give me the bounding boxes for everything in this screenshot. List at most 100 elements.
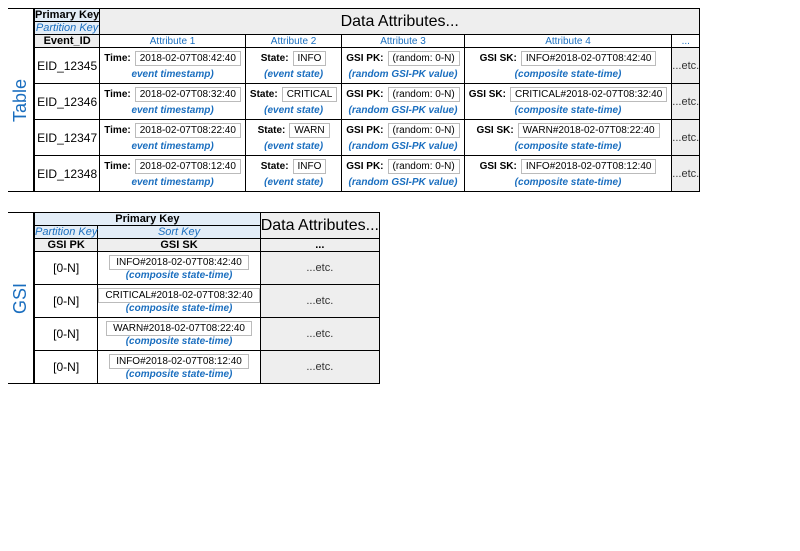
gsipk-subtitle: (random GSI-PK value) — [342, 69, 463, 83]
gsi-sk-subtitle: (composite state-time) — [122, 303, 237, 317]
gsisk-label: GSI SK: — [480, 161, 517, 172]
table-diagram: Table Primary Key Data Attributes... Par… — [8, 8, 792, 192]
table-header-row1: Primary Key Data Attributes... — [35, 9, 700, 22]
gsi-grid: Primary Key Data Attributes... Partition… — [34, 212, 380, 384]
gsi-pk-cell: [0-N] — [35, 351, 98, 384]
time-cell: Time: 2018-02-07T08:12:40 event timestamp) — [100, 156, 246, 192]
state-label: State: — [250, 89, 278, 100]
etc-cell: ...etc. — [672, 48, 700, 84]
attr2-header: Attribute 2 — [245, 35, 341, 48]
attr3-header: Attribute 3 — [342, 35, 464, 48]
table-row: EID_12347 Time: 2018-02-07T08:22:40 event t… — [35, 120, 700, 156]
gsi-sk-header: GSI SK — [98, 239, 260, 252]
state-subtitle: (event state) — [246, 177, 341, 191]
gsipk-cell: GSI PK: (random: 0-N) (random GSI-PK value… — [342, 48, 464, 84]
attr1-header: Attribute 1 — [100, 35, 246, 48]
state-label: State: — [261, 53, 289, 64]
attr5-header: ... — [672, 35, 700, 48]
gsisk-value: CRITICAL#2018-02-07T08:32:40 — [510, 87, 667, 102]
state-value: INFO — [293, 159, 327, 174]
gsi-etc-cell: ...etc. — [260, 351, 379, 384]
time-label: Time: — [104, 53, 131, 64]
state-label: State: — [261, 161, 289, 172]
time-cell: Time: 2018-02-07T08:22:40 event timestamp) — [100, 120, 246, 156]
event-id-cell: EID_12346 — [35, 84, 100, 120]
gsi-sk-cell: CRITICAL#2018-02-07T08:32:40(composite s… — [98, 285, 260, 318]
event-id-cell: EID_12348 — [35, 156, 100, 192]
table-grid: Primary Key Data Attributes... Partition… — [34, 8, 700, 192]
gsisk-value: INFO#2018-02-07T08:12:40 — [521, 159, 657, 174]
gsi-etc-cell: ...etc. — [260, 252, 379, 285]
time-cell: Time:2018-02-07T08:32:40event timestamp) — [100, 84, 246, 120]
state-subtitle: (event state) — [246, 69, 341, 83]
gsi-row: [0-N] INFO#2018-02-07T08:42:40(composite … — [35, 252, 380, 285]
gsipk-cell: GSI PK:(random: 0-N)(random GSI-PK value… — [342, 120, 464, 156]
table-vlabel: Table — [8, 8, 34, 192]
gsipk-value: (random: 0-N) — [388, 159, 460, 174]
time-subtitle: event timestamp) — [100, 141, 245, 155]
time-value: 2018-02-07T08:12:40 — [135, 159, 241, 174]
gsi-etc-cell: ...etc. — [260, 285, 379, 318]
gsisk-value: WARN#2018-02-07T08:22:40 — [518, 123, 660, 138]
gsi-data-attributes-title: Data Attributes... — [260, 213, 379, 239]
gsipk-cell: GSI PK:(random: 0-N)(random GSI-PK value… — [342, 84, 464, 120]
gsipk-subtitle: (random GSI-PK value) — [342, 141, 463, 155]
partition-key-header: Partition Key — [35, 22, 100, 35]
gsipk-value: (random: 0-N) — [388, 87, 460, 102]
gsisk-label: GSI SK: — [469, 89, 506, 100]
table-row: EID_12348 Time: 2018-02-07T08:12:40 event t… — [35, 156, 700, 192]
time-label: Time: — [104, 161, 131, 172]
gsi-sk-subtitle: (composite state-time) — [122, 270, 237, 284]
state-cell: State: INFO (event state) — [245, 48, 341, 84]
data-attributes-title: Data Attributes... — [100, 9, 700, 35]
gsisk-subtitle: (composite state-time) — [465, 141, 672, 155]
etc-cell: ...etc. — [672, 156, 700, 192]
time-value: 2018-02-07T08:32:40 — [135, 87, 241, 102]
gsi-row: [0-N]CRITICAL#2018-02-07T08:32:40(compos… — [35, 285, 380, 318]
gsi-pk-header: GSI PK — [35, 239, 98, 252]
gsisk-label: GSI SK: — [476, 125, 513, 136]
etc-cell: ...etc. — [672, 84, 700, 120]
time-label: Time: — [104, 125, 131, 136]
state-cell: State:WARN(event state) — [245, 120, 341, 156]
gsi-row: [0-N]WARN#2018-02-07T08:22:40(composite … — [35, 318, 380, 351]
state-subtitle: (event state) — [246, 105, 341, 119]
gsisk-value: INFO#2018-02-07T08:42:40 — [521, 51, 657, 66]
gsi-dots-header: ... — [260, 239, 379, 252]
gsi-sk-cell: INFO#2018-02-07T08:12:40(composite state… — [98, 351, 260, 384]
primary-key-header: Primary Key — [35, 9, 100, 22]
gsi-sk-cell: WARN#2018-02-07T08:22:40(composite state… — [98, 318, 260, 351]
gsi-sk-value: INFO#2018-02-07T08:12:40 — [109, 354, 249, 369]
gsi-partition-key-header: Partition Key — [35, 226, 98, 239]
gsi-header-row1: Primary Key Data Attributes... — [35, 213, 380, 226]
time-value: 2018-02-07T08:22:40 — [135, 123, 241, 138]
event-id-cell: EID_12347 — [35, 120, 100, 156]
gsi-sk-value: INFO#2018-02-07T08:42:40 — [109, 255, 249, 270]
gsipk-cell: GSI PK:(random: 0-N)(random GSI-PK value… — [342, 156, 464, 192]
gsisk-cell: GSI SK:INFO#2018-02-07T08:12:40(composit… — [464, 156, 672, 192]
state-subtitle: (event state) — [246, 141, 341, 155]
time-cell: Time:2018-02-07T08:42:40event timestamp) — [100, 48, 246, 84]
state-value: INFO — [293, 51, 327, 66]
gsisk-subtitle: (composite state-time) — [465, 69, 672, 83]
gsipk-value: (random: 0-N) — [388, 123, 460, 138]
gsi-pk-cell: [0-N] — [35, 318, 98, 351]
time-label: Time: — [104, 89, 131, 100]
time-subtitle: event timestamp) — [100, 177, 245, 191]
etc-cell: ...etc. — [672, 120, 700, 156]
gsi-pk-cell: [0-N] — [35, 252, 98, 285]
gsi-sk-value: CRITICAL#2018-02-07T08:32:40 — [98, 288, 259, 303]
gsisk-label: GSI SK: — [480, 53, 517, 64]
gsi-header-row3: GSI PK GSI SK ... — [35, 239, 380, 252]
gsisk-cell: GSI SK: WARN#2018-02-07T08:22:40 (composit… — [464, 120, 672, 156]
event-id-cell: EID_12345 — [35, 48, 100, 84]
gsipk-value: (random: 0-N) — [388, 51, 460, 66]
gsi-row: [0-N]INFO#2018-02-07T08:12:40(composite … — [35, 351, 380, 384]
state-label: State: — [258, 125, 286, 136]
gsi-etc-cell: ...etc. — [260, 318, 379, 351]
gsipk-label: GSI PK: — [346, 161, 383, 172]
table-header-row3: Event_ID Attribute 1 Attribute 2 Attribu… — [35, 35, 700, 48]
gsipk-label: GSI PK: — [346, 53, 383, 64]
gsi-sk-subtitle: (composite state-time) — [122, 336, 237, 350]
gsi-diagram: GSI Primary Key Data Attributes... Parti… — [8, 212, 380, 384]
